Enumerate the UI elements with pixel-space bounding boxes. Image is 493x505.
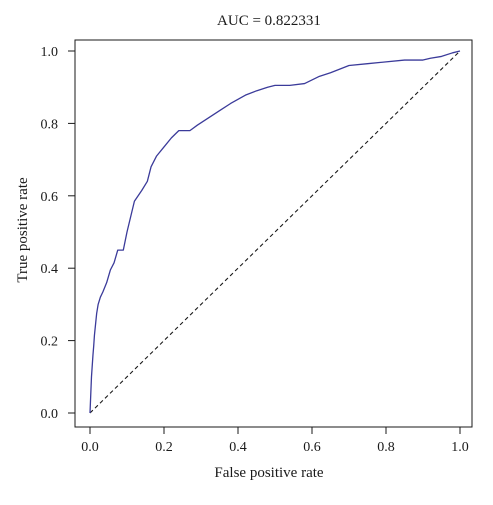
- y-tick-label: 0.6: [41, 190, 59, 205]
- plot-border: [74, 39, 473, 428]
- chart-title: AUC = 0.822331: [217, 13, 321, 29]
- x-tick-label: 0.6: [303, 440, 321, 455]
- y-axis-label: True positive rate: [15, 177, 31, 283]
- x-tick-label: 0.0: [81, 440, 99, 455]
- y-tick-label: 0.0: [41, 407, 59, 422]
- y-tick-label: 0.4: [41, 262, 59, 277]
- y-tick-label: 0.8: [41, 117, 59, 132]
- y-tick-label: 1.0: [41, 45, 59, 60]
- x-tick-label: 0.2: [155, 440, 173, 455]
- x-axis-label: False positive rate: [214, 465, 323, 481]
- x-tick-label: 0.4: [229, 440, 247, 455]
- x-axis: 0.0 0.2 0.4 0.6 0.8 1.0: [81, 427, 469, 455]
- roc-curve-line: [89, 50, 461, 414]
- x-tick-label: 1.0: [451, 440, 469, 455]
- x-tick-label: 0.8: [377, 440, 395, 455]
- y-axis: 0.0 0.2 0.4 0.6 0.8 1.0: [41, 45, 75, 422]
- y-tick-label: 0.2: [41, 335, 59, 350]
- reference-diagonal-line: [89, 50, 461, 414]
- plot-frame: [74, 39, 473, 428]
